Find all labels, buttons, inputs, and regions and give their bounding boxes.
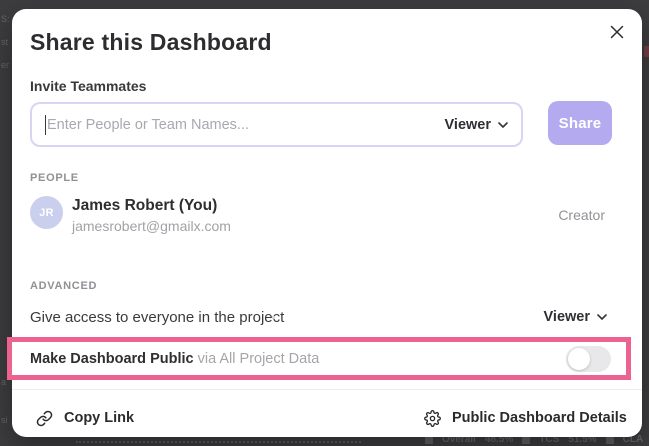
public-dashboard-details-label: Public Dashboard Details — [452, 410, 627, 426]
member-name: James Robert (You) — [72, 197, 218, 214]
make-public-sublabel: via All Project Data — [197, 351, 320, 367]
close-icon — [610, 25, 624, 39]
invite-input-wrap: Viewer — [30, 102, 523, 147]
background-fragment — [644, 46, 649, 57]
project-access-role-dropdown[interactable]: Viewer — [544, 309, 608, 325]
invite-teammates-label: Invite Teammates — [30, 78, 147, 94]
people-section-label: PEOPLE — [30, 172, 79, 184]
invite-role-value: Viewer — [444, 116, 492, 133]
chevron-down-icon — [498, 121, 508, 128]
gear-icon — [424, 409, 441, 427]
advanced-section-label: ADVANCED — [30, 280, 98, 292]
copy-link-button[interactable]: Copy Link — [36, 403, 134, 433]
toggle-knob — [568, 348, 590, 370]
background-fragment: a — [1, 377, 7, 387]
background-fragment: st — [1, 37, 9, 47]
close-button[interactable] — [604, 19, 630, 45]
link-icon — [36, 410, 53, 426]
chevron-down-icon — [597, 314, 607, 320]
make-public-toggle[interactable] — [566, 346, 611, 372]
public-dashboard-details-button[interactable]: Public Dashboard Details — [424, 403, 627, 433]
member-role-badge: Creator — [558, 207, 605, 223]
copy-link-label: Copy Link — [64, 410, 135, 426]
background-fragment: er — [1, 60, 10, 70]
project-access-role-value: Viewer — [543, 309, 591, 325]
project-access-label: Give access to everyone in the project — [30, 309, 285, 326]
background-fragment: si — [1, 415, 8, 425]
member-email: jamesrobert@gmailx.com — [72, 218, 231, 234]
invite-role-dropdown[interactable]: Viewer — [445, 117, 509, 133]
share-button[interactable]: Share — [548, 101, 612, 145]
info-dot — [272, 316, 275, 319]
make-public-label: Make Dashboard Public via All Project Da… — [30, 351, 319, 367]
modal-title: Share this Dashboard — [30, 29, 272, 55]
share-dashboard-modal: Share this Dashboard Invite Teammates Vi… — [12, 9, 642, 437]
text-caret — [45, 114, 46, 135]
footer-divider — [12, 389, 642, 390]
make-public-label-main: Make Dashboard Public — [30, 351, 194, 367]
invite-input[interactable] — [47, 116, 445, 133]
background-dotted-line — [76, 441, 361, 443]
background-fragment: S: — [1, 14, 10, 24]
avatar: JR — [30, 196, 63, 229]
